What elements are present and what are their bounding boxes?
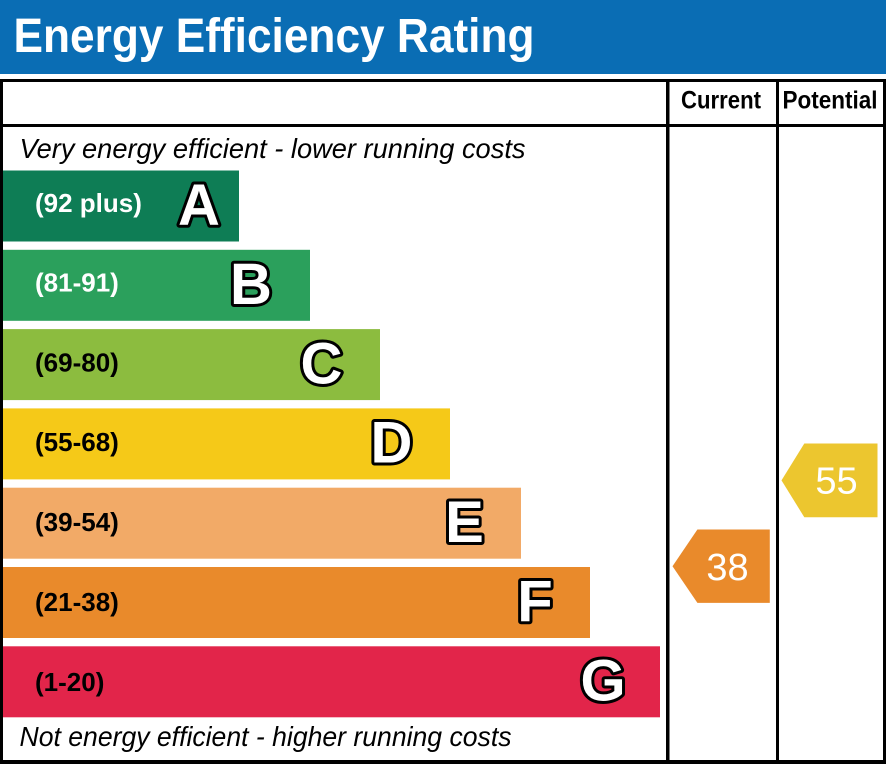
svg-text:(21-38): (21-38) bbox=[35, 587, 119, 617]
svg-text:Not energy efficient - higher: Not energy efficient - higher running co… bbox=[20, 721, 512, 752]
svg-text:(69-80): (69-80) bbox=[35, 347, 119, 377]
svg-text:(39-54): (39-54) bbox=[35, 507, 119, 537]
svg-text:55: 55 bbox=[815, 460, 857, 502]
svg-text:E: E bbox=[445, 490, 484, 555]
svg-text:Very energy efficient - lower: Very energy efficient - lower running co… bbox=[20, 133, 526, 164]
svg-text:(55-68): (55-68) bbox=[35, 427, 119, 457]
svg-text:(92 plus): (92 plus) bbox=[35, 188, 142, 218]
svg-text:D: D bbox=[371, 411, 413, 476]
svg-text:C: C bbox=[301, 331, 343, 396]
svg-text:Energy Efficiency Rating: Energy Efficiency Rating bbox=[14, 9, 535, 63]
svg-text:G: G bbox=[580, 649, 625, 714]
svg-text:(81-91): (81-91) bbox=[35, 267, 119, 297]
svg-text:38: 38 bbox=[706, 547, 748, 589]
svg-text:Potential: Potential bbox=[783, 87, 878, 115]
svg-text:Current: Current bbox=[681, 87, 762, 115]
svg-text:(1-20): (1-20) bbox=[35, 667, 104, 697]
svg-text:F: F bbox=[517, 569, 552, 634]
svg-text:A: A bbox=[178, 173, 220, 238]
svg-text:B: B bbox=[230, 252, 272, 317]
